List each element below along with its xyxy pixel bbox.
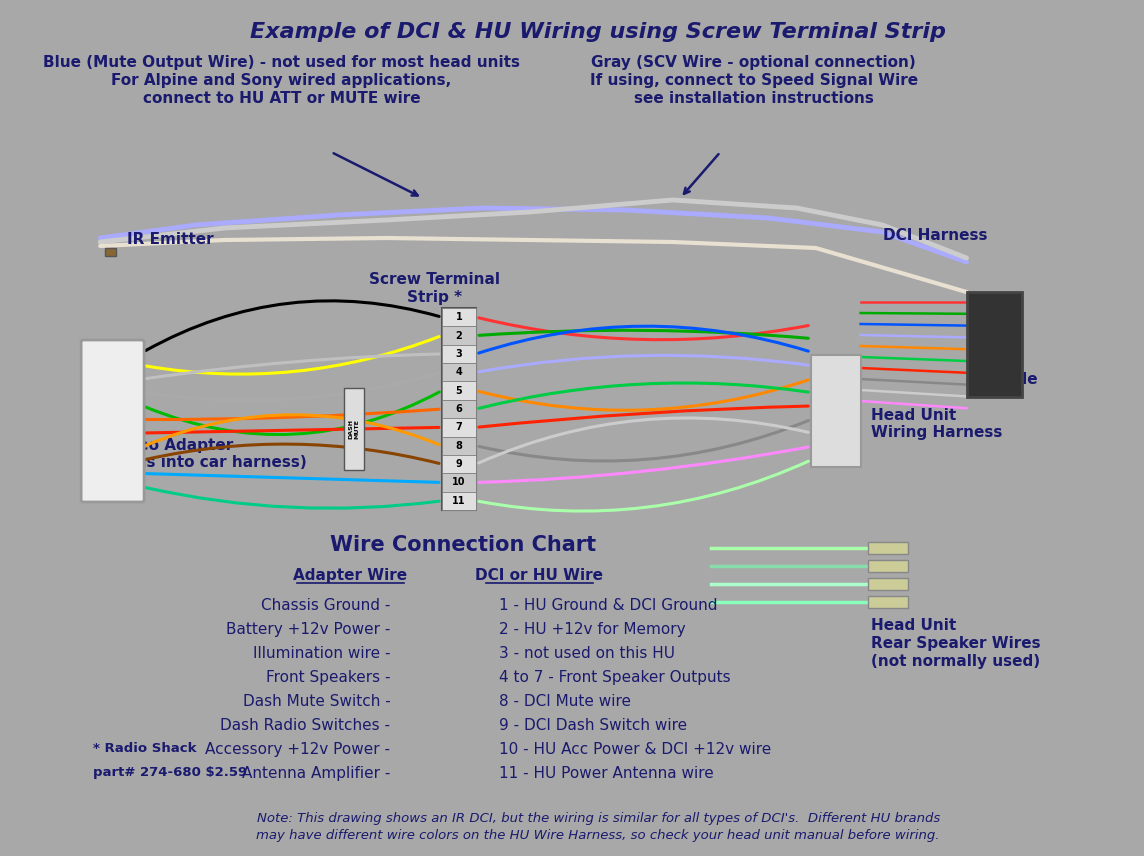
Text: part# 274-680 $2.59: part# 274-680 $2.59 [93, 766, 247, 779]
Text: DASH
MUTE: DASH MUTE [349, 419, 359, 439]
Text: Gray (SCV Wire - optional connection): Gray (SCV Wire - optional connection) [591, 55, 916, 70]
Bar [868, 542, 908, 554]
Text: 8 - DCI Mute wire: 8 - DCI Mute wire [499, 694, 631, 709]
Text: 4: 4 [455, 367, 462, 377]
Text: * Radio Shack: * Radio Shack [93, 742, 196, 755]
Text: 5: 5 [455, 386, 462, 395]
Text: If using, connect to Speed Signal Wire: If using, connect to Speed Signal Wire [589, 73, 917, 88]
Text: Antenna Amplifier -: Antenna Amplifier - [241, 766, 390, 781]
Text: 8: 8 [455, 441, 462, 451]
Text: 2 - HU +12v for Memory: 2 - HU +12v for Memory [499, 622, 685, 637]
Text: (not normally used): (not normally used) [871, 654, 1040, 669]
Text: Front Speakers -: Front Speakers - [265, 670, 390, 685]
Bar [442, 382, 476, 400]
Bar [442, 473, 476, 491]
Bar [105, 248, 117, 256]
Text: Rear Speaker Wires: Rear Speaker Wires [871, 636, 1041, 651]
Text: DCI or HU Wire: DCI or HU Wire [475, 568, 603, 583]
Text: Adapter Wire: Adapter Wire [293, 568, 407, 583]
Text: 3: 3 [455, 349, 462, 359]
Text: 6: 6 [455, 404, 462, 414]
Bar [868, 578, 908, 590]
Text: 1 - HU Ground & DCI Ground: 1 - HU Ground & DCI Ground [499, 598, 717, 613]
Text: 3 - not used on this HU: 3 - not used on this HU [499, 646, 675, 661]
Text: Blue (Mute Output Wire) - not used for most head units: Blue (Mute Output Wire) - not used for m… [43, 55, 521, 70]
Text: IR Emitter: IR Emitter [127, 232, 214, 247]
Text: DCI
Module: DCI Module [976, 355, 1038, 388]
Bar [442, 308, 476, 326]
Text: Head Unit
Wiring Harness: Head Unit Wiring Harness [871, 408, 1002, 440]
Text: connect to HU ATT or MUTE wire: connect to HU ATT or MUTE wire [143, 91, 420, 106]
Text: Head Unit: Head Unit [871, 618, 956, 633]
Text: Stereo Adapter
(plugs into car harness): Stereo Adapter (plugs into car harness) [102, 438, 307, 471]
Bar [442, 308, 476, 510]
Text: see installation instructions: see installation instructions [634, 91, 874, 106]
Text: Example of DCI & HU Wiring using Screw Terminal Strip: Example of DCI & HU Wiring using Screw T… [251, 22, 946, 42]
Bar [442, 491, 476, 510]
Bar [811, 355, 860, 467]
Bar [442, 419, 476, 437]
Text: Illumination wire -: Illumination wire - [253, 646, 390, 661]
Text: 2: 2 [455, 330, 462, 341]
Bar [442, 400, 476, 419]
Text: 10 - HU Acc Power & DCI +12v wire: 10 - HU Acc Power & DCI +12v wire [499, 742, 771, 757]
Bar [442, 345, 476, 363]
Bar [868, 596, 908, 608]
Text: 9 - DCI Dash Switch wire: 9 - DCI Dash Switch wire [499, 718, 688, 733]
Text: Screw Terminal: Screw Terminal [368, 272, 500, 287]
Text: may have different wire colors on the HU Wire Harness, so check your head unit m: may have different wire colors on the HU… [256, 829, 940, 842]
Text: Wire Connection Chart: Wire Connection Chart [329, 535, 596, 555]
Bar [442, 455, 476, 473]
Bar [868, 560, 908, 572]
Text: 4 to 7 - Front Speaker Outputs: 4 to 7 - Front Speaker Outputs [499, 670, 731, 685]
FancyBboxPatch shape [81, 340, 144, 502]
Bar [442, 326, 476, 345]
Text: Chassis Ground -: Chassis Ground - [261, 598, 390, 613]
Text: 9: 9 [455, 459, 462, 469]
Text: Battery +12v Power -: Battery +12v Power - [225, 622, 390, 637]
Bar [967, 292, 1022, 397]
Text: Strip *: Strip * [406, 290, 462, 305]
Bar [442, 437, 476, 455]
Text: 7: 7 [455, 422, 462, 432]
Bar [343, 388, 365, 470]
Text: 11 - HU Power Antenna wire: 11 - HU Power Antenna wire [499, 766, 714, 781]
Text: Note: This drawing shows an IR DCI, but the wiring is similar for all types of D: Note: This drawing shows an IR DCI, but … [256, 812, 940, 825]
Text: Accessory +12v Power -: Accessory +12v Power - [205, 742, 390, 757]
Text: Dash Radio Switches -: Dash Radio Switches - [221, 718, 390, 733]
Text: Dash Mute Switch -: Dash Mute Switch - [243, 694, 390, 709]
Text: 1: 1 [455, 312, 462, 322]
Text: 10: 10 [452, 478, 466, 487]
Bar [442, 363, 476, 382]
Text: For Alpine and Sony wired applications,: For Alpine and Sony wired applications, [111, 73, 452, 88]
Text: 11: 11 [452, 496, 466, 506]
Text: DCI Harness: DCI Harness [882, 228, 987, 243]
